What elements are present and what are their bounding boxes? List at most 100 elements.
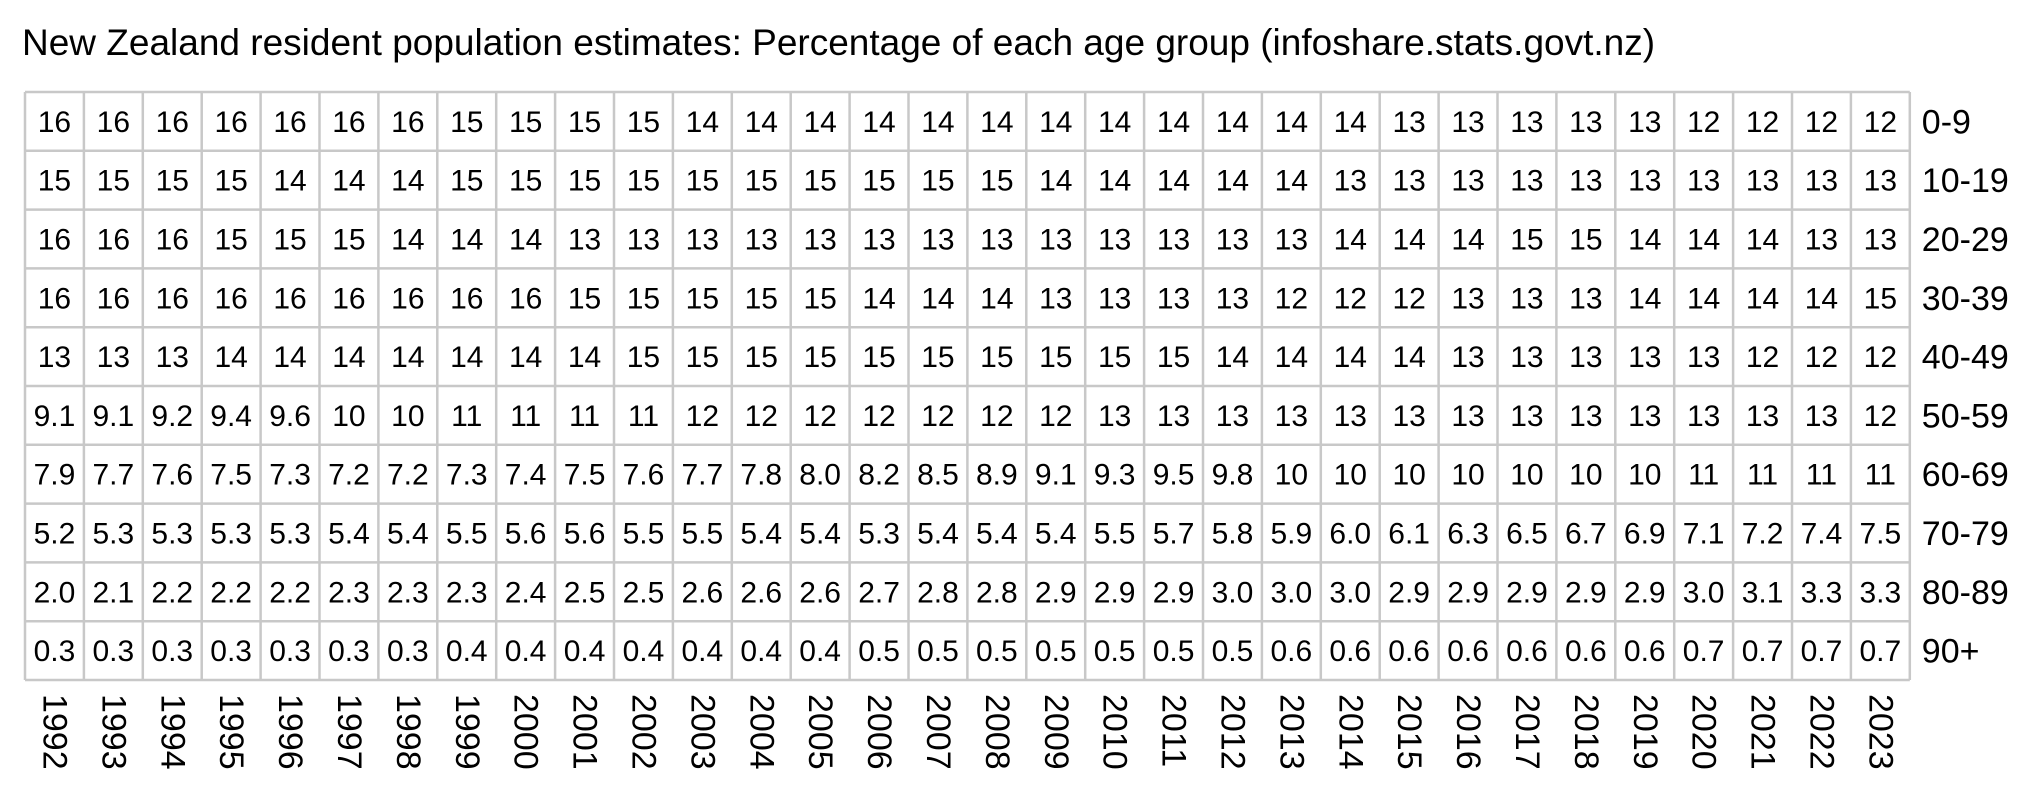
table-cell-value: 7.5 xyxy=(564,459,606,492)
table-cell-value: 0.3 xyxy=(269,635,311,668)
table-cell-value: 13 xyxy=(1746,400,1779,433)
column-label: 2002 xyxy=(624,694,662,770)
table-cell-value: 5.4 xyxy=(328,518,370,551)
column-label: 2015 xyxy=(1390,694,1428,770)
column-label: 2003 xyxy=(683,694,721,770)
table-cell-value: 14 xyxy=(1628,282,1661,315)
table-cell-value: 14 xyxy=(1687,224,1720,257)
table-cell-value: 15 xyxy=(921,341,954,374)
table-cell-value: 11 xyxy=(510,400,541,433)
table-cell-value: 13 xyxy=(1157,400,1190,433)
table-cell-value: 2.6 xyxy=(681,576,723,609)
table-cell-value: 15 xyxy=(686,165,719,198)
table-cell-value: 5.4 xyxy=(976,518,1018,551)
row-label: 40-49 xyxy=(1922,339,2009,377)
table-cell-value: 14 xyxy=(1157,165,1190,198)
table-cell-value: 15 xyxy=(1098,341,1131,374)
table-cell-value: 5.3 xyxy=(210,518,252,551)
table-cell-value: 2.6 xyxy=(740,576,782,609)
table-cell-value: 10 xyxy=(391,400,424,433)
chart-title: New Zealand resident population estimate… xyxy=(22,22,1656,63)
table-cell-value: 15 xyxy=(156,165,189,198)
table-cell-value: 11 xyxy=(1747,459,1778,492)
row-label: 20-29 xyxy=(1922,221,2009,259)
row-label: 50-59 xyxy=(1922,397,2009,435)
table-cell-value: 0.5 xyxy=(858,635,900,668)
table-cell-value: 2.4 xyxy=(505,576,547,609)
table-cell-value: 2.9 xyxy=(1035,576,1077,609)
column-label: 2004 xyxy=(742,694,780,770)
table-cell-value: 2.9 xyxy=(1624,576,1666,609)
table-cell-value: 0.7 xyxy=(1859,635,1901,668)
table-cell-value: 13 xyxy=(1510,106,1543,139)
table-cell-value: 13 xyxy=(38,341,71,374)
table-cell-value: 0.3 xyxy=(328,635,370,668)
table-cell-value: 14 xyxy=(1451,224,1484,257)
table-cell-value: 2.9 xyxy=(1447,576,1489,609)
table-cell-value: 15 xyxy=(686,282,719,315)
column-label: 2012 xyxy=(1213,694,1251,770)
table-cell-value: 2.8 xyxy=(976,576,1018,609)
table-cell-value: 13 xyxy=(1451,282,1484,315)
table-cell-value: 15 xyxy=(1864,282,1897,315)
table-cell-value: 5.3 xyxy=(92,518,134,551)
table-cell-value: 5.4 xyxy=(740,518,782,551)
table-cell-value: 16 xyxy=(38,224,71,257)
table-cell-value: 11 xyxy=(1688,459,1719,492)
table-cell-value: 6.3 xyxy=(1447,518,1489,551)
table-cell-value: 0.6 xyxy=(1506,635,1548,668)
row-label: 0-9 xyxy=(1922,103,1971,141)
table-cell-value: 14 xyxy=(1628,224,1661,257)
table-cell-value: 0.3 xyxy=(92,635,134,668)
table-cell-value: 14 xyxy=(862,282,895,315)
column-label: 2017 xyxy=(1508,694,1546,770)
table-cell-value: 0.3 xyxy=(151,635,193,668)
table-cell-value: 0.6 xyxy=(1624,635,1666,668)
table-cell-value: 13 xyxy=(1039,282,1072,315)
table-cell-value: 13 xyxy=(1510,165,1543,198)
table-cell-value: 15 xyxy=(568,282,601,315)
table-cell-value: 13 xyxy=(1216,224,1249,257)
table-cell-value: 14 xyxy=(686,106,719,139)
table-cell-value: 9.1 xyxy=(1035,459,1077,492)
table-cell-value: 11 xyxy=(1806,459,1837,492)
column-label: 1993 xyxy=(94,694,132,770)
row-label: 60-69 xyxy=(1922,456,2009,494)
table-cell-value: 14 xyxy=(1746,282,1779,315)
column-label: 2006 xyxy=(860,694,898,770)
table-cell-value: 15 xyxy=(38,165,71,198)
table-cell-value: 5.2 xyxy=(34,518,76,551)
table-cell-value: 13 xyxy=(1569,400,1602,433)
table-cell-value: 0.4 xyxy=(623,635,665,668)
table-cell-value: 2.3 xyxy=(328,576,370,609)
column-label: 2009 xyxy=(1037,694,1075,770)
table-cell-value: 11 xyxy=(628,400,659,433)
table-cell-value: 0.3 xyxy=(387,635,429,668)
table-cell-value: 5.8 xyxy=(1212,518,1254,551)
table-cell-value: 14 xyxy=(1687,282,1720,315)
table-cell-value: 14 xyxy=(273,341,306,374)
table-cell-value: 15 xyxy=(803,165,836,198)
table-cell-value: 14 xyxy=(332,341,365,374)
table-cell-value: 12 xyxy=(980,400,1013,433)
table-cell-value: 5.4 xyxy=(799,518,841,551)
table-cell-value: 16 xyxy=(214,282,247,315)
table-cell-value: 14 xyxy=(1805,282,1838,315)
table-cell-value: 0.4 xyxy=(740,635,782,668)
table-cell-value: 7.5 xyxy=(210,459,252,492)
table-cell-value: 15 xyxy=(97,165,130,198)
table-cell-value: 5.3 xyxy=(151,518,193,551)
table-cell-value: 10 xyxy=(1451,459,1484,492)
row-label: 90+ xyxy=(1922,633,1980,671)
column-label: 1998 xyxy=(389,694,427,770)
table-cell-value: 12 xyxy=(803,400,836,433)
table-cell-value: 0.5 xyxy=(976,635,1018,668)
table-cell-value: 12 xyxy=(862,400,895,433)
table-cell-value: 12 xyxy=(1334,282,1367,315)
table-cell-value: 13 xyxy=(1098,282,1131,315)
table-cell-value: 14 xyxy=(509,224,542,257)
column-label: 2022 xyxy=(1802,694,1840,770)
table-cell-value: 15 xyxy=(214,165,247,198)
column-label: 2023 xyxy=(1861,694,1899,770)
